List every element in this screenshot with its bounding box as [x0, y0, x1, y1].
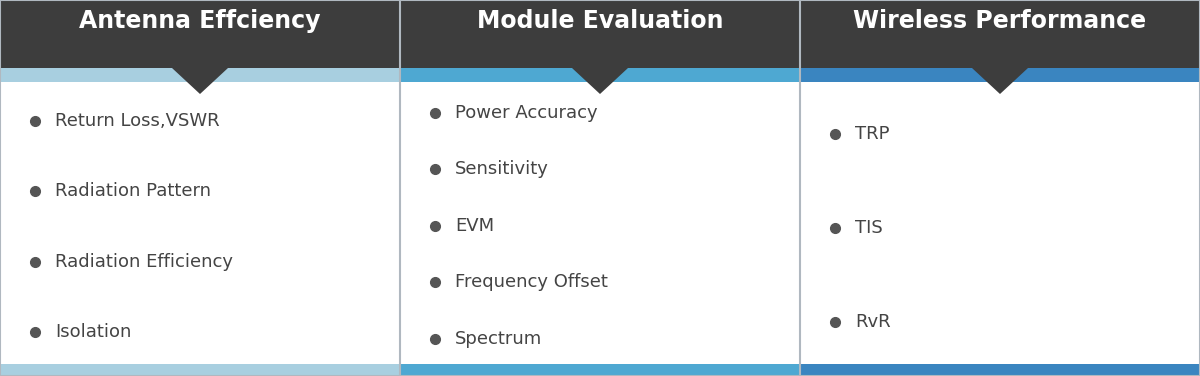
Text: TIS: TIS — [854, 219, 883, 237]
Polygon shape — [972, 68, 1028, 94]
Bar — [0, 82, 400, 364]
Text: Power Accuracy: Power Accuracy — [455, 104, 598, 122]
Bar — [400, 82, 800, 364]
Text: Isolation: Isolation — [55, 323, 131, 341]
Text: Wireless Performance: Wireless Performance — [853, 9, 1146, 33]
Text: Radiation Efficiency: Radiation Efficiency — [55, 253, 233, 271]
Text: EVM: EVM — [455, 217, 494, 235]
Bar — [0, 364, 400, 376]
Bar — [0, 68, 400, 82]
Polygon shape — [572, 68, 628, 94]
Polygon shape — [172, 68, 228, 94]
Text: RvR: RvR — [854, 313, 890, 331]
Bar — [800, 68, 1200, 82]
Text: Return Loss,VSWR: Return Loss,VSWR — [55, 112, 220, 130]
Text: Sensitivity: Sensitivity — [455, 161, 548, 179]
Bar — [400, 68, 800, 82]
Text: Frequency Offset: Frequency Offset — [455, 273, 608, 291]
Bar — [400, 0, 800, 68]
Bar — [800, 82, 1200, 364]
Bar — [400, 364, 800, 376]
Bar — [0, 0, 400, 68]
Text: Antenna Effciency: Antenna Effciency — [79, 9, 320, 33]
Bar — [800, 0, 1200, 68]
Text: TRP: TRP — [854, 125, 889, 143]
Text: Module Evaluation: Module Evaluation — [476, 9, 724, 33]
Bar — [800, 364, 1200, 376]
Text: Radiation Pattern: Radiation Pattern — [55, 182, 211, 200]
Text: Spectrum: Spectrum — [455, 330, 542, 348]
